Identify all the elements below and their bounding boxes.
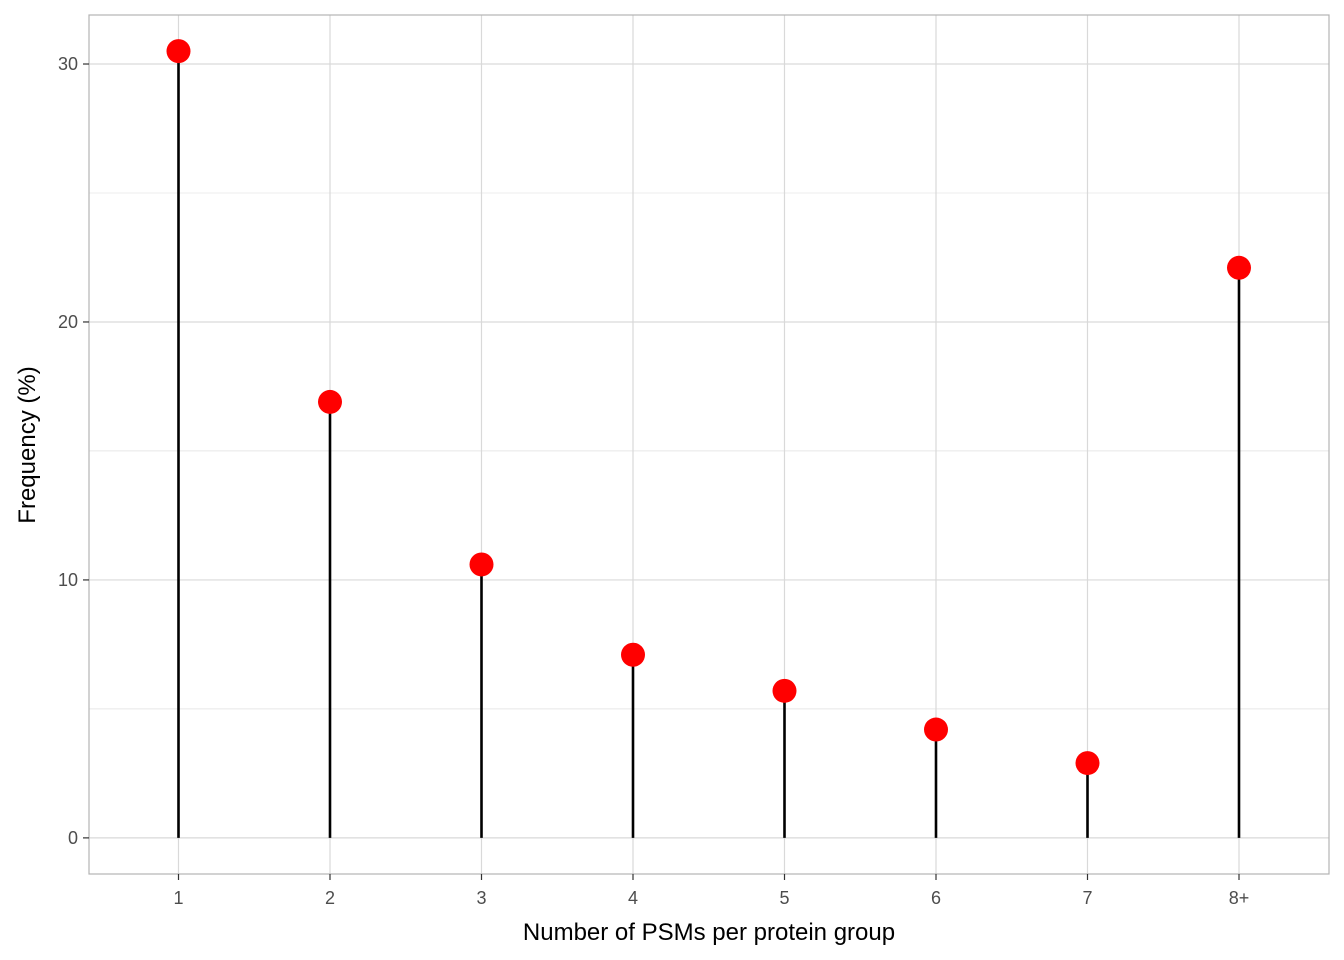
- x-tick-label: 5: [779, 888, 789, 908]
- x-tick-label: 3: [476, 888, 486, 908]
- x-tick-label: 6: [931, 888, 941, 908]
- y-tick-label: 0: [68, 828, 78, 848]
- y-axis-title: Frequency (%): [14, 366, 41, 523]
- panel-background: [89, 15, 1329, 874]
- lollipop-point: [621, 642, 645, 667]
- lollipop-point: [318, 389, 342, 414]
- y-tick-label: 30: [58, 54, 78, 74]
- y-tick-label: 20: [58, 312, 78, 332]
- lollipop-point: [166, 39, 191, 64]
- lollipop-point: [924, 717, 948, 742]
- lollipop-point: [772, 678, 797, 703]
- lollipop-point: [469, 552, 494, 577]
- y-tick-label: 10: [58, 570, 78, 590]
- x-tick-label: 1: [173, 888, 183, 908]
- lollipop-point: [1227, 255, 1251, 280]
- minor-gridlines: [89, 192, 1329, 710]
- lollipop-points: [166, 39, 1251, 776]
- x-tick-label: 8+: [1229, 888, 1250, 908]
- x-tick-label: 4: [628, 888, 638, 908]
- x-axis-ticks: 1 2 3 4 5 6 7 8+: [173, 874, 1249, 908]
- x-axis-title: Number of PSMs per protein group: [523, 919, 895, 946]
- lollipop-stems: [177, 51, 1241, 838]
- lollipop-point: [1075, 751, 1100, 776]
- x-tick-label: 7: [1082, 888, 1092, 908]
- y-axis-ticks: 0 10 20 30: [58, 54, 89, 848]
- x-tick-label: 2: [325, 888, 335, 908]
- panel-border: [88, 14, 1330, 875]
